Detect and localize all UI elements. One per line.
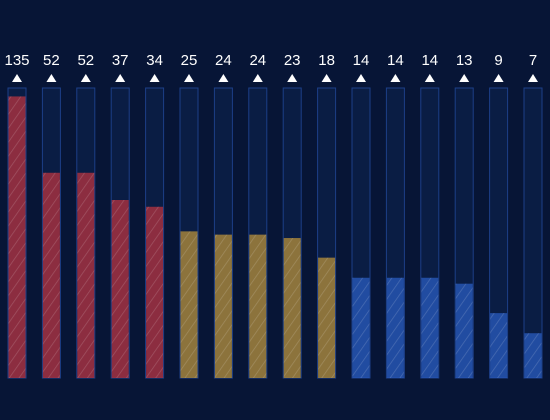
- value-label: 24: [215, 52, 232, 69]
- marker-triangle: [390, 74, 401, 82]
- bar-hatch: [455, 283, 473, 378]
- marker-triangle: [46, 74, 57, 82]
- value-label: 23: [284, 52, 301, 69]
- marker-triangle: [287, 74, 298, 82]
- marker-triangle: [528, 74, 538, 82]
- marker-triangle: [218, 74, 229, 82]
- bar-hatch: [318, 257, 336, 378]
- marker-triangle: [356, 74, 366, 82]
- value-label: 52: [77, 52, 94, 69]
- value-label: 9: [494, 52, 502, 69]
- value-label: 7: [529, 52, 537, 69]
- bar-hatch: [111, 199, 129, 378]
- value-label: 34: [146, 52, 163, 69]
- marker-triangle: [115, 74, 126, 82]
- bar-hatch: [352, 277, 370, 378]
- marker-triangle: [149, 74, 160, 82]
- value-label: 52: [43, 52, 60, 69]
- bar-hatch: [42, 172, 60, 378]
- value-label: 24: [249, 52, 266, 69]
- bar-hatch: [283, 238, 301, 378]
- value-label: 14: [421, 52, 438, 69]
- value-label: 18: [318, 52, 335, 69]
- marker-triangle: [252, 74, 263, 82]
- marker-triangle: [459, 74, 470, 82]
- value-label: 14: [387, 52, 404, 69]
- value-label: 14: [353, 52, 370, 69]
- bar-hatch: [490, 313, 508, 378]
- bar-hatch: [421, 277, 439, 378]
- value-label: 135: [4, 52, 29, 69]
- bar-hatch: [8, 96, 26, 379]
- bar-hatch: [146, 206, 164, 378]
- marker-triangle: [12, 74, 22, 82]
- marker-triangle: [424, 74, 435, 82]
- bar-hatch: [524, 333, 542, 378]
- marker-triangle: [80, 74, 91, 82]
- bar-hatch: [214, 234, 232, 378]
- bar-hatch: [77, 172, 95, 378]
- marker-triangle: [321, 74, 332, 82]
- bar-hatch: [180, 231, 198, 378]
- value-label: 13: [456, 52, 473, 69]
- marker-triangle: [184, 74, 194, 82]
- value-label: 25: [181, 52, 198, 69]
- value-label: 37: [112, 52, 129, 69]
- marker-triangle: [493, 74, 504, 82]
- bar-hatch: [386, 277, 404, 378]
- bar-hatch: [249, 234, 267, 378]
